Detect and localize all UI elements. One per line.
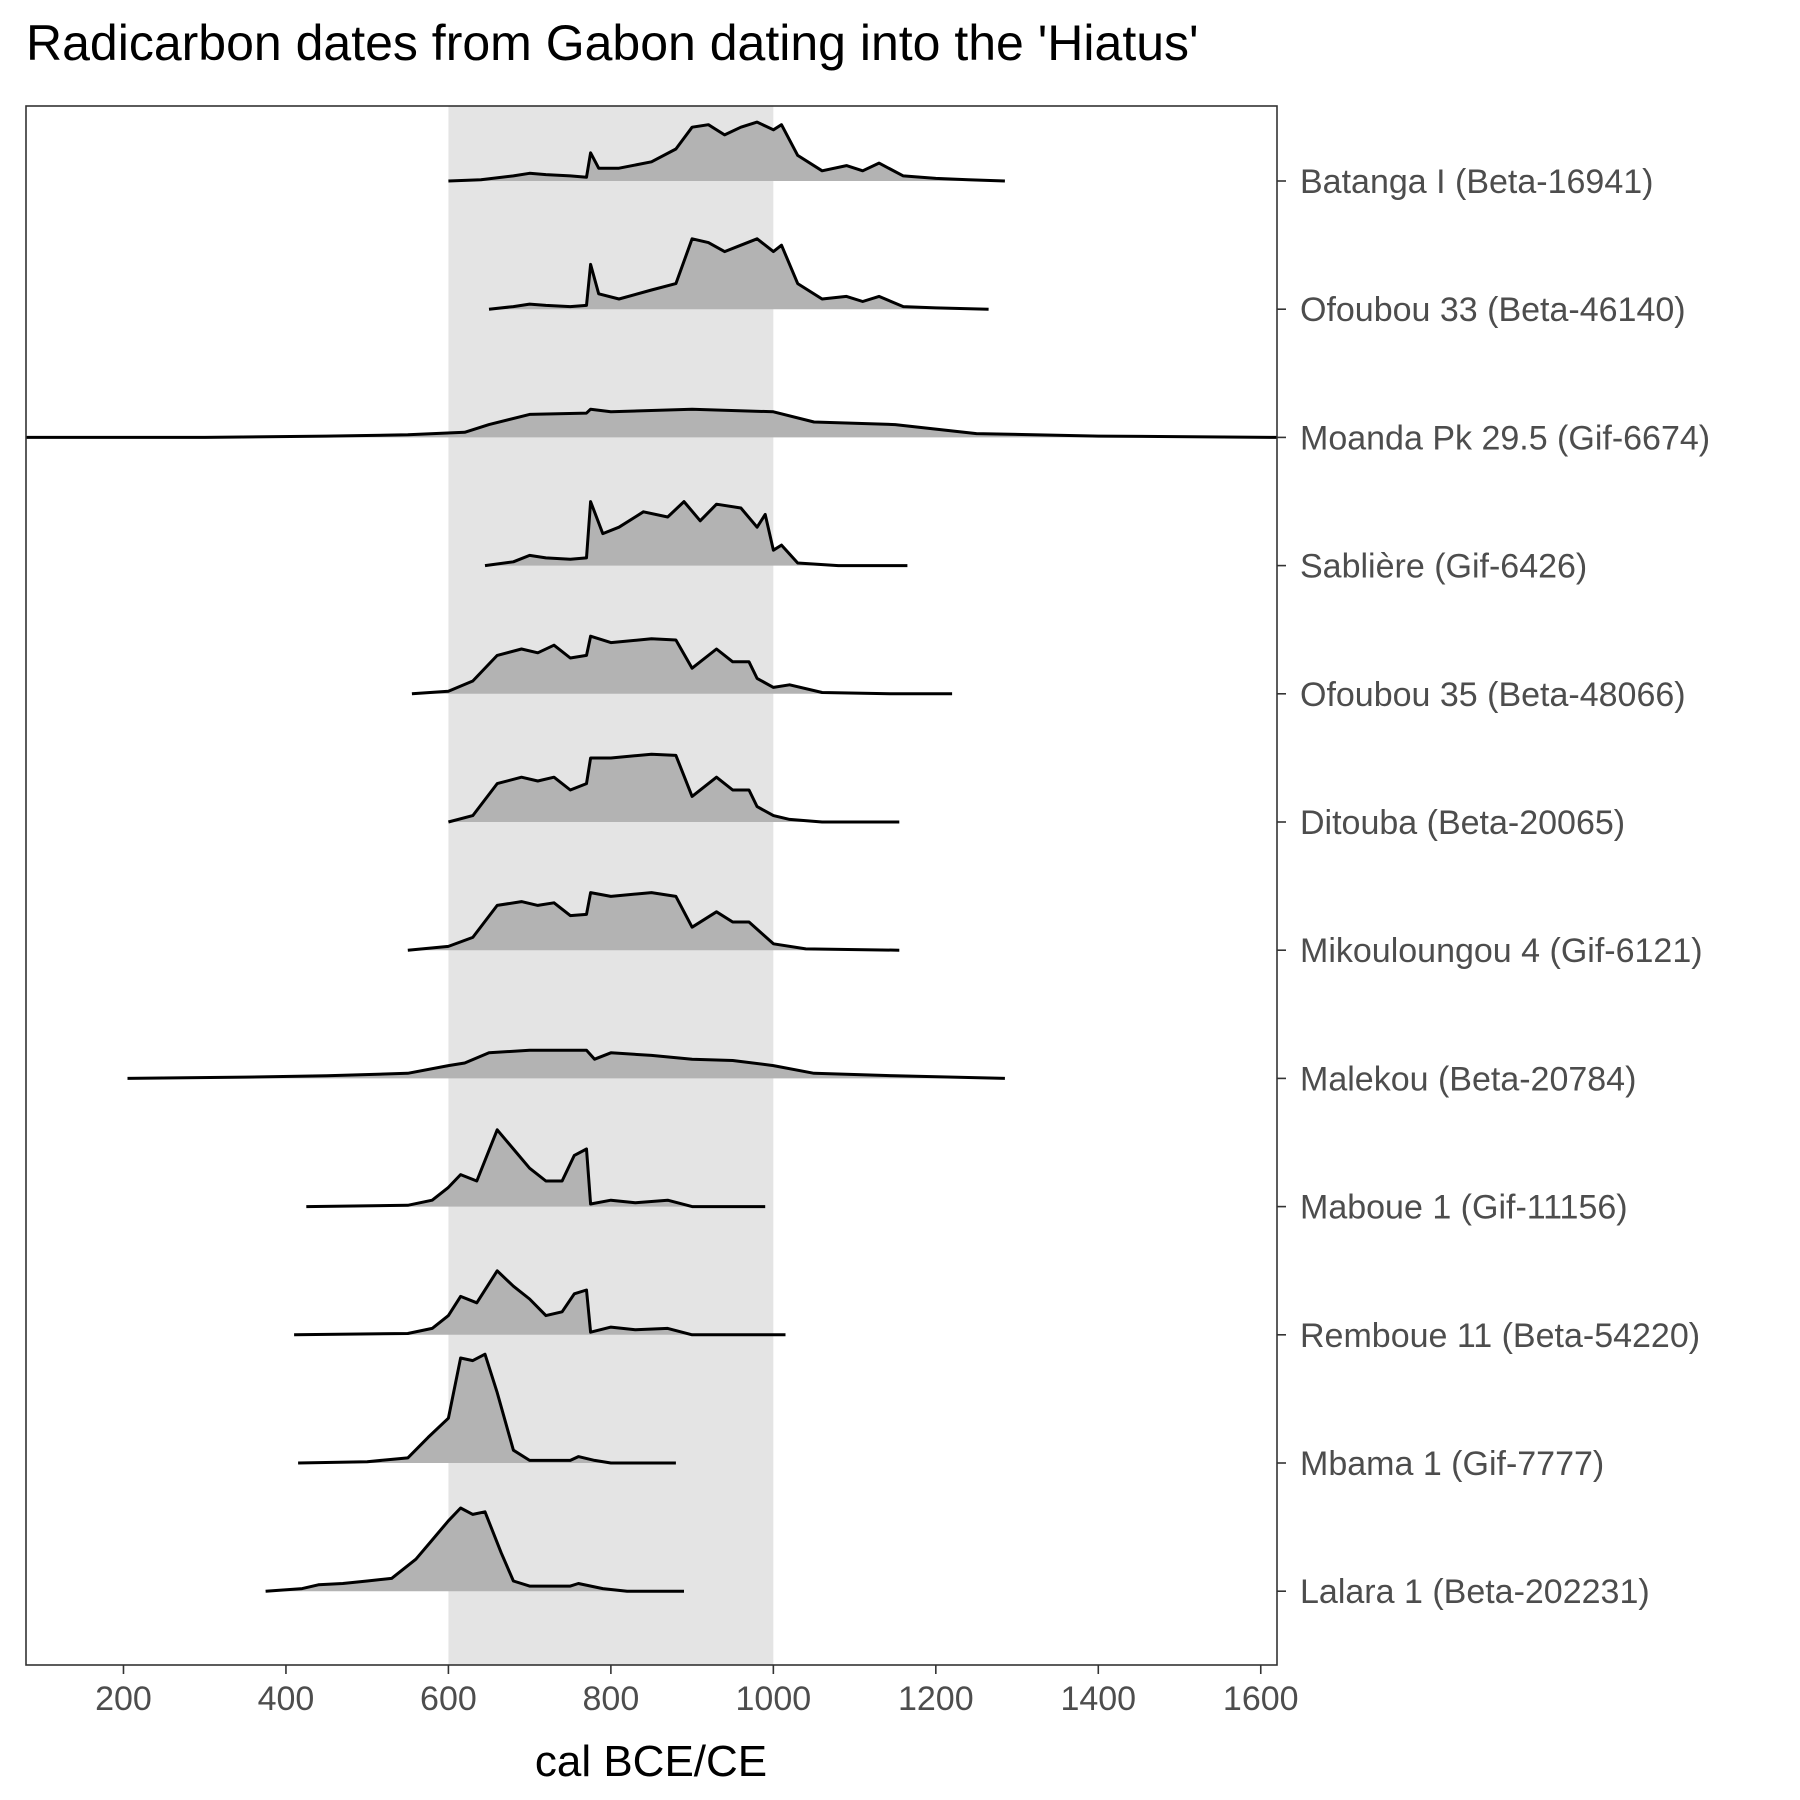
y-axis: Batanga I (Beta-16941) Ofoubou 33 (Beta-4… (1277, 163, 1710, 1611)
y-tick-label: Lalara 1 (Beta-202231) (1300, 1573, 1650, 1611)
chart-title: Radicarbon dates from Gabon dating into … (26, 15, 1199, 71)
y-tick-label: Moanda Pk 29.5 (Gif-6674) (1300, 419, 1710, 457)
x-tick-label: 1000 (736, 1680, 812, 1718)
ridge-2 (488, 237, 989, 311)
x-axis: 200 400 600 800 1000 1200 1400 1600 (95, 1665, 1299, 1718)
ridge-area (448, 754, 900, 822)
ridge-9 (306, 1128, 766, 1209)
ridge-line (411, 634, 953, 696)
x-tick-label: 800 (583, 1680, 640, 1718)
ridge-line (265, 1506, 684, 1593)
ridge-area (489, 238, 989, 310)
ridges-layer (26, 120, 1278, 1593)
ridge-line (298, 1352, 676, 1465)
ridge-line (26, 407, 1278, 439)
y-tick-label: Mikouloungou 4 (Gif-6121) (1300, 932, 1703, 970)
x-tick-label: 400 (258, 1680, 315, 1718)
ridge-area (448, 122, 1005, 181)
y-tick-label: Remboue 11 (Beta-54220) (1300, 1317, 1700, 1355)
highlight-band-layer (448, 106, 774, 1665)
ridge-area (127, 1050, 1005, 1079)
x-tick-label: 1200 (898, 1680, 974, 1718)
ridge-line (127, 1048, 1005, 1080)
y-tick-label: Ofoubou 35 (Beta-48066) (1300, 676, 1686, 714)
panel-border (25, 105, 1278, 1666)
ridge-area (298, 1354, 676, 1463)
ridge-5 (411, 634, 953, 696)
hiatus-band (448, 106, 774, 1665)
ridge-6 (448, 752, 900, 824)
y-tick-label: Malekou (Beta-20784) (1300, 1060, 1636, 1098)
x-axis-title: cal BCE/CE (535, 1737, 767, 1786)
ridge-area (411, 636, 953, 694)
ridge-line (448, 752, 900, 824)
ridge-area (265, 1508, 684, 1592)
y-tick-label: Maboue 1 (Gif-11156) (1300, 1189, 1628, 1227)
y-tick-label: Batanga I (Beta-16941) (1300, 163, 1653, 201)
ridge-4 (484, 500, 908, 568)
ridge-line (448, 120, 1005, 183)
ridge-1 (448, 120, 1005, 183)
x-tick-label: 600 (420, 1680, 477, 1718)
ridge-line (294, 1269, 786, 1337)
ridge-8 (127, 1048, 1005, 1080)
y-tick-label: Sablière (Gif-6426) (1300, 548, 1587, 586)
ridge-area (407, 892, 900, 951)
y-tick-label: Ditouba (Beta-20065) (1300, 804, 1625, 842)
ridge-line (484, 500, 908, 568)
ridge-line (407, 891, 900, 952)
x-tick-label: 200 (95, 1680, 152, 1718)
ridge-line (306, 1128, 766, 1209)
ridge-area (294, 1270, 786, 1335)
ridge-3 (26, 407, 1278, 439)
ridge-11 (298, 1352, 676, 1465)
ridge-area (306, 1129, 766, 1207)
ridge-7 (407, 891, 900, 952)
ridge-12 (265, 1506, 684, 1593)
ridge-line (488, 237, 989, 311)
x-tick-label: 1400 (1060, 1680, 1136, 1718)
y-tick-label: Ofoubou 33 (Beta-46140) (1300, 291, 1686, 329)
y-tick-label: Mbama 1 (Gif-7777) (1300, 1445, 1604, 1483)
ridge-10 (294, 1269, 786, 1337)
ridge-area (26, 409, 1277, 438)
x-tick-label: 1600 (1223, 1680, 1299, 1718)
